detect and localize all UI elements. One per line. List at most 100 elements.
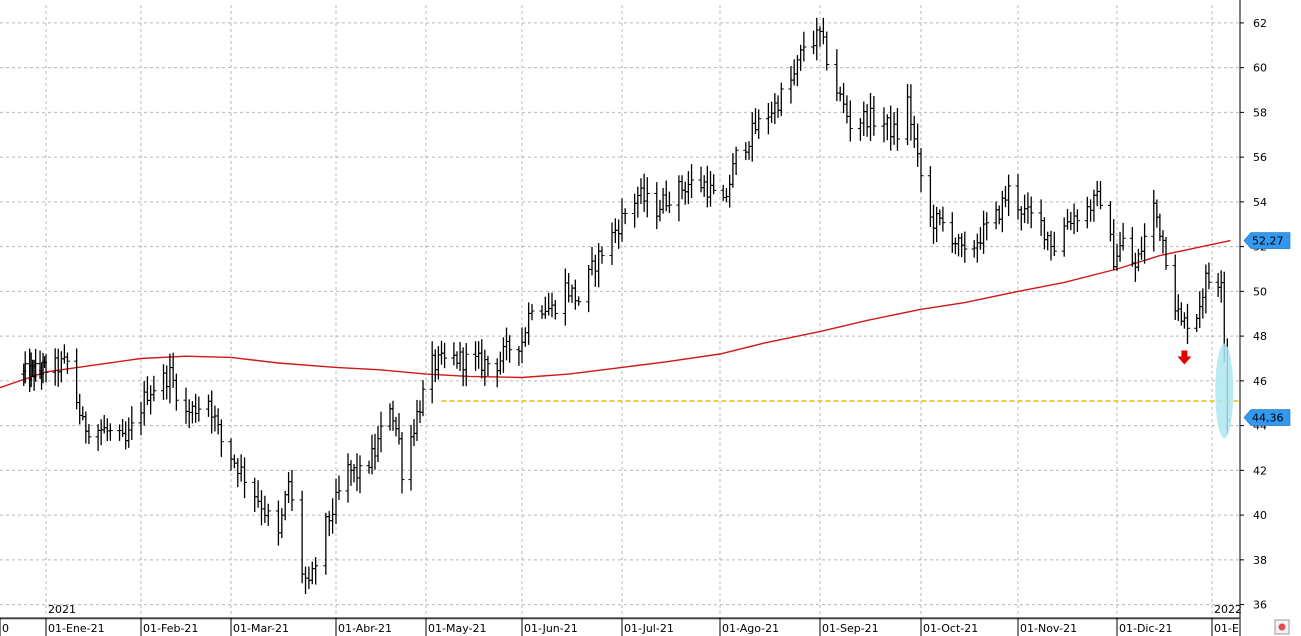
x-tick-label: 01-Oct-21 bbox=[923, 622, 978, 635]
y-tick-label: 40 bbox=[1253, 509, 1267, 522]
ohlc-bar bbox=[1098, 181, 1103, 210]
ohlc-bar bbox=[74, 348, 80, 410]
ohlc-bar bbox=[1175, 294, 1181, 321]
ohlc-bar bbox=[811, 30, 817, 55]
ohlc-bar bbox=[173, 373, 179, 411]
ohlc-bar bbox=[1111, 219, 1117, 271]
ohlc-bar bbox=[186, 399, 192, 429]
ohlc-bar bbox=[1015, 174, 1021, 220]
ohlc-bar bbox=[279, 508, 285, 539]
ohlc-bar bbox=[390, 400, 396, 431]
ohlc-bar bbox=[303, 566, 309, 595]
ohlc-bar bbox=[218, 419, 224, 457]
ohlc-bar bbox=[61, 344, 67, 364]
ohlc-bar bbox=[408, 424, 414, 491]
grid bbox=[0, 5, 1240, 618]
ohlc-bar bbox=[1028, 196, 1034, 229]
ohlc-bar bbox=[996, 205, 1002, 225]
ohlc-bar bbox=[1151, 189, 1157, 252]
ohlc-bar bbox=[698, 166, 704, 193]
ohlc-bar bbox=[141, 381, 147, 426]
ohlc-bar bbox=[286, 472, 292, 504]
ohlc-bar bbox=[151, 375, 157, 402]
ohlc-bar bbox=[1181, 312, 1187, 329]
moving-average-layer bbox=[0, 239, 1231, 389]
ohlc-bar bbox=[1197, 291, 1203, 329]
ohlc-bar bbox=[641, 173, 647, 212]
ohlc-bar bbox=[215, 408, 221, 435]
ohlc-bar bbox=[622, 208, 628, 225]
ohlc-bar bbox=[778, 82, 784, 117]
ohlc-bar bbox=[442, 342, 448, 369]
year-label: 2021 bbox=[48, 603, 76, 616]
ohlc-bar bbox=[238, 454, 244, 482]
ohlc-bar bbox=[1215, 273, 1221, 297]
ohlc-bar bbox=[516, 346, 522, 366]
ohlc-bar bbox=[519, 327, 525, 364]
ohlc-bar bbox=[682, 181, 688, 205]
ohlc-bar bbox=[228, 438, 234, 471]
ohlc-bar bbox=[576, 296, 582, 306]
y-tick-label: 60 bbox=[1253, 62, 1267, 75]
price-badge: 44,36 bbox=[1243, 409, 1291, 426]
ohlc-bar bbox=[399, 431, 405, 494]
y-tick-label: 46 bbox=[1253, 375, 1267, 388]
ohlc-bar bbox=[749, 112, 755, 162]
ohlc-bar bbox=[679, 175, 685, 200]
ohlc-bar bbox=[1074, 209, 1080, 233]
ohlc-bar bbox=[429, 341, 435, 404]
ohlc-bar bbox=[95, 424, 101, 451]
ohlc-bar bbox=[772, 93, 778, 124]
ohlc-bar bbox=[209, 390, 215, 434]
ohlc-bar bbox=[255, 480, 261, 508]
ohlc-bar bbox=[937, 209, 943, 226]
ohlc-bar bbox=[451, 342, 457, 366]
ohlc-bar bbox=[720, 184, 726, 201]
ohlc-bar bbox=[1071, 203, 1077, 235]
ohlc-bar bbox=[235, 458, 241, 488]
ohlc-bar bbox=[463, 343, 469, 387]
ohlc-bar bbox=[817, 26, 823, 47]
ohlc-bar bbox=[539, 305, 545, 319]
x-tick-label: 0 bbox=[2, 622, 9, 635]
price-badge-box bbox=[1243, 409, 1291, 426]
ohlc-bar bbox=[546, 292, 552, 316]
ohlc-bar bbox=[861, 101, 867, 136]
price-bars bbox=[21, 17, 1230, 595]
ohlc-bar bbox=[98, 419, 104, 446]
ohlc-bar bbox=[1142, 223, 1148, 264]
ohlc-bar bbox=[1025, 192, 1031, 224]
x-tick-label: 01-Mar-21 bbox=[233, 622, 289, 635]
ohlc-bar bbox=[701, 175, 707, 197]
ohlc-bar bbox=[479, 339, 485, 379]
ohlc-bar bbox=[306, 566, 312, 589]
ohlc-bar bbox=[542, 296, 548, 319]
ohlc-bar bbox=[1091, 189, 1097, 222]
ohlc-bar bbox=[791, 59, 797, 86]
ohlc-bar bbox=[417, 400, 423, 424]
ohlc-bar bbox=[1194, 313, 1200, 332]
ohlc-bar bbox=[801, 31, 807, 62]
ohlc-bar bbox=[393, 416, 399, 437]
ohlc-bar bbox=[1218, 270, 1224, 303]
ohlc-bar bbox=[86, 424, 92, 444]
ohlc-bar bbox=[934, 206, 940, 243]
ohlc-bar bbox=[1135, 248, 1141, 272]
ohlc-bar bbox=[414, 399, 420, 441]
ohlc-bar bbox=[931, 204, 937, 244]
ohlc-bar bbox=[58, 351, 64, 383]
ohlc-bar bbox=[193, 393, 199, 423]
ohlc-bar bbox=[824, 31, 830, 71]
ohlc-bar bbox=[375, 425, 381, 463]
ohlc-bar bbox=[231, 454, 237, 469]
ohlc-bar bbox=[330, 498, 336, 534]
ohlc-bar bbox=[313, 557, 319, 585]
ohlc-bar bbox=[609, 222, 615, 265]
ohlc-bar bbox=[708, 171, 714, 207]
ohlc-bar bbox=[396, 413, 402, 445]
corner-tool-icon-dot bbox=[1278, 623, 1286, 631]
ohlc-bar bbox=[387, 403, 393, 431]
ohlc-bar bbox=[704, 165, 710, 208]
ohlc-bar bbox=[756, 109, 762, 139]
ohlc-bar bbox=[265, 503, 271, 526]
